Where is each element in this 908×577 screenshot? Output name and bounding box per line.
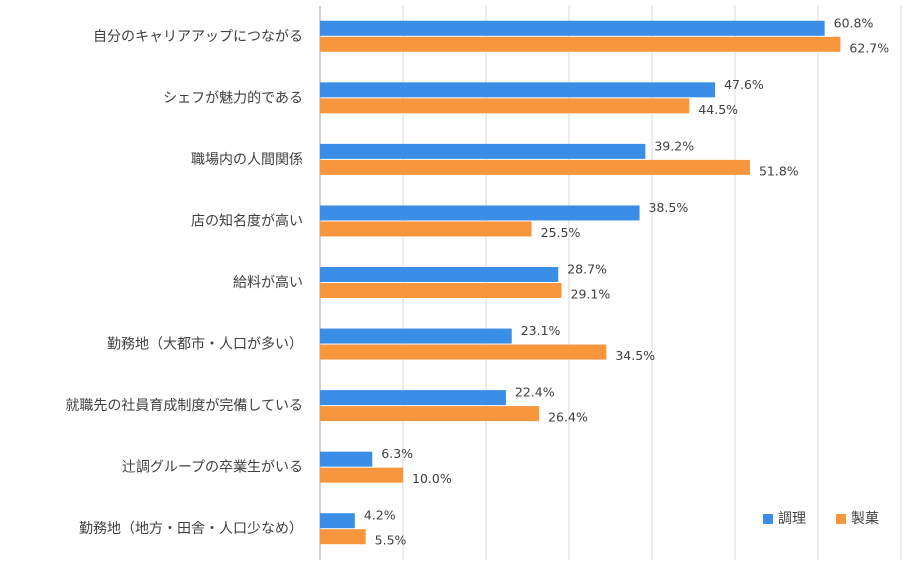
legend-swatch [763,514,773,524]
value-label: 60.8% [834,15,874,30]
category-label: 就職先の社員育成制度が完備している [65,398,303,414]
value-label: 38.5% [649,200,689,215]
category-label: 職場内の人間関係 [191,152,303,168]
bar [320,98,690,114]
value-label: 29.1% [571,287,611,302]
value-label: 62.7% [849,40,889,55]
bar [320,406,540,422]
bar [320,328,512,344]
category-label: 店の知名度が高い [191,212,303,229]
category-label: 勤務地（大都市・人口が多い） [107,336,303,353]
value-label: 23.1% [521,323,561,338]
value-label: 39.2% [654,138,694,153]
category-label: 勤務地（地方・田舎・人口少なめ） [79,521,303,537]
bar [320,390,506,406]
bar [320,344,607,360]
bar [320,82,716,98]
value-label: 51.8% [759,163,799,178]
bar [320,221,532,237]
value-label: 44.5% [698,102,738,117]
bar [320,267,559,282]
value-label: 28.7% [567,262,607,277]
value-label: 26.4% [548,410,588,425]
category-label: シェフが魅力的である [163,90,303,106]
category-label: 自分のキャリアアップにつながる [93,29,303,45]
value-label: 34.5% [615,348,655,363]
bar [320,467,403,483]
category-label: 辻調グループの卒業生がいる [122,460,303,476]
legend-swatch [836,514,846,524]
bar [320,20,825,36]
bar [320,205,640,221]
bar [320,159,750,175]
value-label: 4.2% [364,508,396,523]
legend-label: 製菓 [851,511,879,527]
bar [320,513,355,529]
legend-label: 調理 [778,511,806,527]
value-label: 22.4% [515,385,555,400]
bar [320,529,366,545]
value-label: 6.3% [381,446,413,461]
value-label: 25.5% [541,225,581,240]
bar [320,283,562,298]
value-label: 5.5% [375,533,407,548]
bar [320,36,841,52]
value-label: 47.6% [724,77,764,92]
category-label: 給料が高い [233,274,303,291]
value-label: 10.0% [412,471,452,486]
bar [320,451,373,467]
bar [320,143,646,159]
